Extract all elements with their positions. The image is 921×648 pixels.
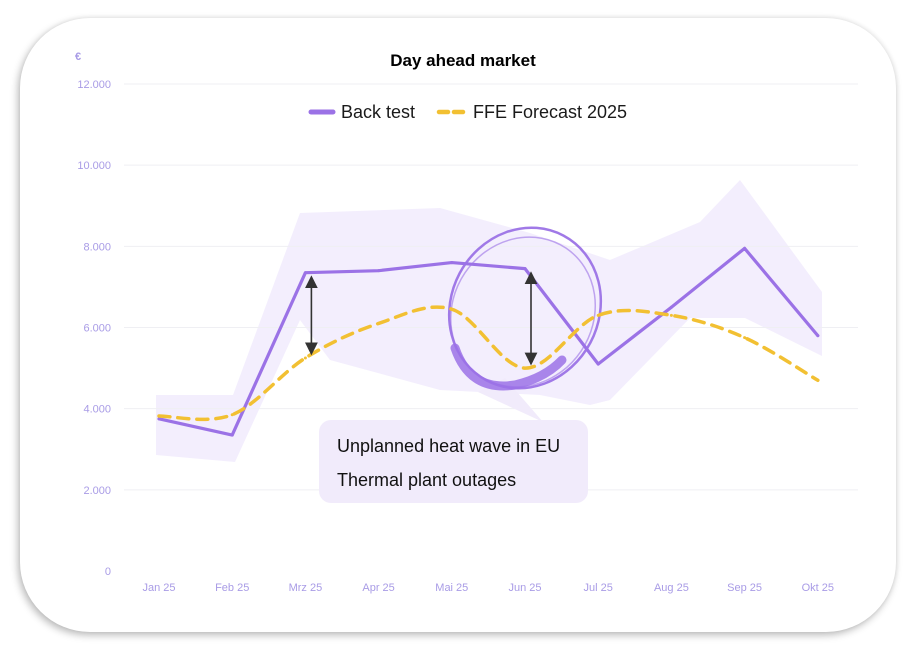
y-tick-label: 2.000 <box>83 485 111 497</box>
data-point-back-test <box>596 362 600 366</box>
data-point-back-test <box>303 271 307 275</box>
data-point-ffe-forecast <box>377 321 381 325</box>
data-point-ffe-forecast <box>303 356 307 360</box>
y-tick-label: 8.000 <box>83 241 111 253</box>
data-point-ffe-forecast <box>230 413 234 417</box>
gridlines <box>124 83 858 491</box>
x-tick-label: Okt 25 <box>802 582 834 594</box>
legend-label-ffe-forecast: FFE Forecast 2025 <box>473 102 627 122</box>
data-point-back-test <box>230 433 234 437</box>
data-point-ffe-forecast <box>743 336 747 340</box>
data-point-ffe-forecast <box>816 378 820 382</box>
data-point-ffe-forecast <box>450 307 454 311</box>
annotation-line-1: Unplanned heat wave in EU <box>337 436 560 456</box>
data-point-back-test <box>157 417 161 421</box>
callout-box <box>319 420 588 503</box>
data-point-back-test <box>669 305 673 309</box>
x-tick-label: Sep 25 <box>727 582 762 594</box>
x-tick-label: Feb 25 <box>215 582 249 594</box>
data-point-back-test <box>377 269 381 273</box>
annotation-line-2: Thermal plant outages <box>337 470 516 490</box>
data-point-ffe-forecast <box>157 414 161 418</box>
y-axis-ticks: 0 2.000 4.000 6.000 8.000 10.000 12.000 <box>77 79 111 578</box>
highlight-circle-brush <box>450 343 567 391</box>
y-axis-unit-label: € <box>75 51 81 63</box>
data-point-back-test <box>450 261 454 265</box>
series-lines <box>157 246 820 437</box>
data-point-back-test <box>743 246 747 250</box>
x-tick-label: Mrz 25 <box>289 582 323 594</box>
series-line-back-test <box>157 246 820 437</box>
y-tick-label: 0 <box>105 566 111 578</box>
data-point-ffe-forecast <box>523 366 527 370</box>
x-tick-label: Jan 25 <box>142 582 175 594</box>
data-point-back-test <box>816 334 820 338</box>
x-tick-label: Apr 25 <box>362 582 394 594</box>
legend[interactable]: Back test FFE Forecast 2025 <box>308 102 627 122</box>
y-tick-label: 10.000 <box>77 160 111 172</box>
legend-label-back-test: Back test <box>341 102 415 122</box>
x-tick-label: Mai 25 <box>435 582 468 594</box>
data-point-back-test <box>523 267 527 271</box>
band-area <box>156 180 822 462</box>
heat-wave-callout <box>319 226 603 503</box>
y-tick-label: 6.000 <box>83 323 111 335</box>
gap-arrows <box>304 271 538 366</box>
series-line-ffe-forecast <box>157 305 820 422</box>
uncertainty-band <box>156 180 822 462</box>
x-tick-label: Jul 25 <box>584 582 613 594</box>
y-tick-label: 4.000 <box>83 404 111 416</box>
chart-title: Day ahead market <box>390 51 536 70</box>
x-tick-label: Jun 25 <box>508 582 541 594</box>
data-point-ffe-forecast <box>669 313 673 317</box>
annotation-box: Unplanned heat wave in EU Thermal plant … <box>337 436 560 490</box>
data-point-ffe-forecast <box>596 313 600 317</box>
x-tick-label: Aug 25 <box>654 582 689 594</box>
x-axis-ticks: Jan 25 Feb 25 Mrz 25 Apr 25 Mai 25 Jun 25 Jul … <box>142 582 834 594</box>
y-tick-label: 12.000 <box>77 79 111 91</box>
